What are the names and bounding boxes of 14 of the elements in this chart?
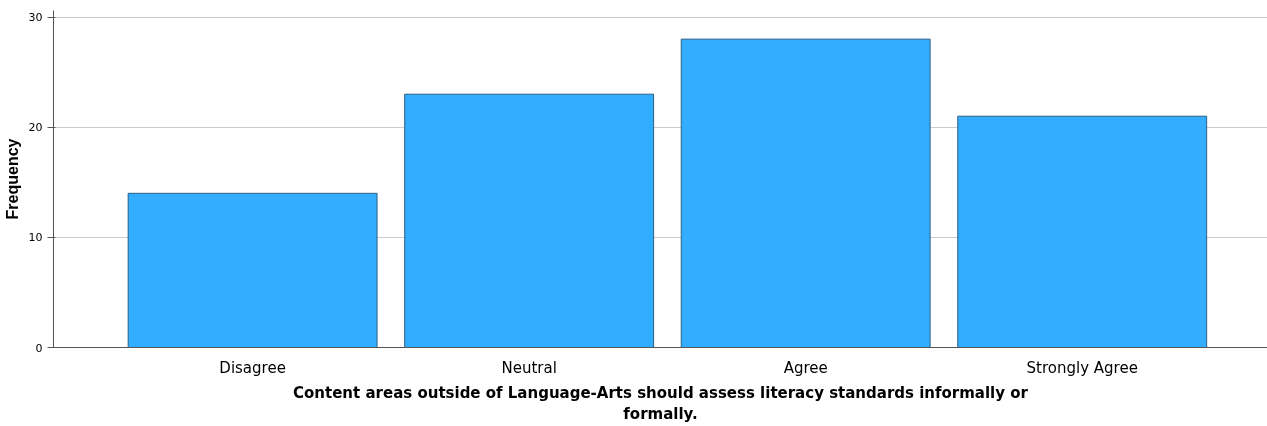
- y-tick-label: 30: [28, 11, 43, 25]
- x-tick-label: Neutral: [501, 358, 557, 377]
- x-tick-label: Strongly Agree: [1026, 358, 1138, 377]
- x-axis-title: Content areas outside of Language-Arts should assess literacy standards informally or formally.: [293, 383, 1029, 424]
- bar: [127, 192, 378, 348]
- x-tick-label: Agree: [783, 358, 828, 377]
- bar: [680, 38, 931, 348]
- bar: [957, 115, 1208, 348]
- bar: [404, 93, 655, 348]
- y-tick-label: 10: [28, 231, 43, 245]
- y-tick-label: 20: [28, 121, 43, 135]
- y-tick-label: 0: [35, 341, 43, 355]
- y-axis-title: Frequency: [3, 138, 21, 220]
- x-tick-label: Disagree: [219, 358, 286, 377]
